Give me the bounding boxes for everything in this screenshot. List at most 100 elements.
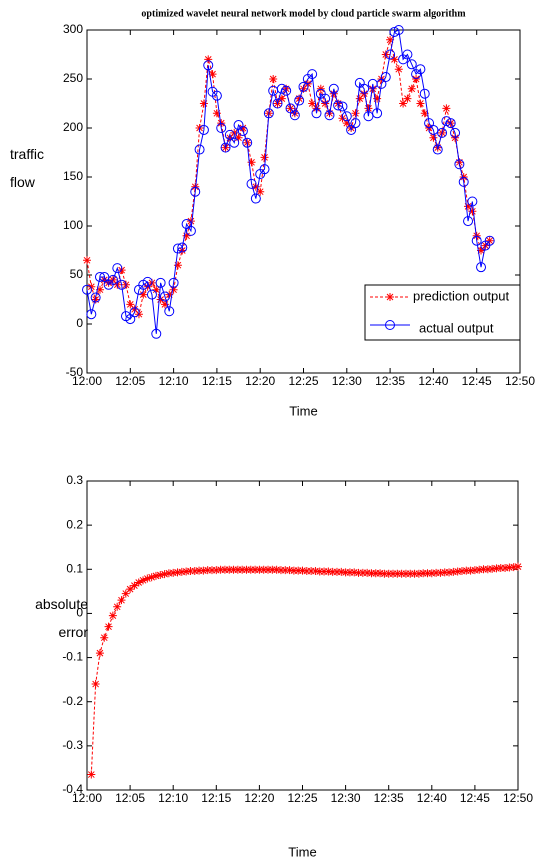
marker [324, 567, 333, 576]
marker [410, 569, 419, 578]
marker [347, 124, 356, 132]
marker [112, 263, 123, 274]
marker [259, 565, 268, 574]
marker [320, 93, 331, 104]
marker [464, 202, 473, 211]
marker [204, 55, 213, 64]
x-tick-label: 12:00 [72, 374, 102, 388]
x-tick-label: 12:10 [159, 374, 189, 388]
marker [256, 187, 265, 196]
marker [121, 589, 130, 598]
marker [142, 276, 153, 287]
marker [250, 193, 261, 204]
marker [294, 566, 303, 575]
marker [272, 565, 281, 574]
y-tick-label: 0 [76, 316, 83, 330]
x-tick-label: 12:10 [158, 791, 188, 805]
marker [207, 566, 216, 575]
marker [386, 35, 395, 44]
marker [146, 289, 157, 300]
marker [172, 243, 183, 254]
marker [130, 305, 139, 314]
marker [276, 83, 287, 94]
marker [454, 159, 465, 170]
marker [393, 25, 404, 35]
y-tick-label: 100 [63, 218, 83, 232]
marker [328, 567, 337, 576]
marker [234, 133, 243, 142]
y-tick-label: 0.2 [66, 517, 83, 531]
marker [100, 633, 109, 642]
marker [442, 104, 451, 113]
x-tick-label: 12:15 [202, 374, 232, 388]
y-tick-label: 300 [63, 22, 83, 36]
marker [199, 99, 208, 108]
marker [432, 144, 443, 155]
marker [177, 242, 188, 253]
marker [281, 85, 292, 96]
marker [492, 564, 501, 573]
marker [238, 565, 247, 574]
x-tick-label: 12:20 [245, 374, 275, 388]
marker [164, 569, 173, 578]
marker [419, 569, 428, 578]
marker [399, 99, 408, 108]
marker [173, 568, 182, 577]
marker [168, 277, 179, 288]
marker [345, 568, 354, 577]
marker [126, 585, 135, 594]
x-tick-label: 12:30 [332, 374, 362, 388]
marker [130, 581, 139, 590]
marker [355, 94, 364, 103]
marker [350, 118, 361, 129]
marker [268, 565, 277, 574]
marker [182, 567, 191, 576]
marker [290, 109, 299, 118]
marker [389, 569, 398, 578]
marker [423, 569, 432, 578]
y-tick-label: -50 [66, 365, 84, 379]
marker [359, 83, 370, 94]
marker [82, 284, 92, 295]
x-tick-label: 12:50 [505, 374, 535, 388]
marker [470, 566, 479, 575]
marker [509, 563, 518, 572]
marker [350, 568, 359, 577]
marker [477, 246, 486, 255]
y-tick-label: -0.1 [62, 650, 83, 664]
y-tick-label: 250 [63, 71, 83, 85]
marker [198, 124, 209, 135]
marker [220, 142, 231, 153]
x-tick-label: 12:35 [374, 791, 404, 805]
marker [177, 567, 186, 576]
marker [468, 207, 477, 216]
marker [220, 565, 229, 574]
marker [429, 133, 438, 142]
marker [225, 133, 234, 142]
marker [186, 217, 195, 226]
marker [277, 94, 286, 103]
marker [289, 110, 300, 121]
x-tick-label: 12:05 [115, 374, 145, 388]
marker [212, 566, 221, 575]
marker [269, 75, 278, 83]
marker [333, 100, 344, 111]
marker [505, 563, 514, 572]
marker [298, 566, 307, 575]
marker [251, 182, 260, 191]
marker [190, 567, 199, 576]
marker [251, 565, 260, 574]
marker [186, 567, 195, 576]
y-tick-label: 0.3 [66, 473, 83, 487]
marker [450, 127, 461, 138]
marker [255, 565, 264, 574]
marker [397, 569, 406, 578]
marker [403, 94, 412, 103]
marker [462, 566, 471, 575]
marker [107, 274, 118, 285]
y-tick-label: 50 [70, 267, 84, 281]
marker [389, 26, 400, 37]
series-line [86, 29, 491, 334]
x-axis-label: Time [288, 844, 316, 859]
